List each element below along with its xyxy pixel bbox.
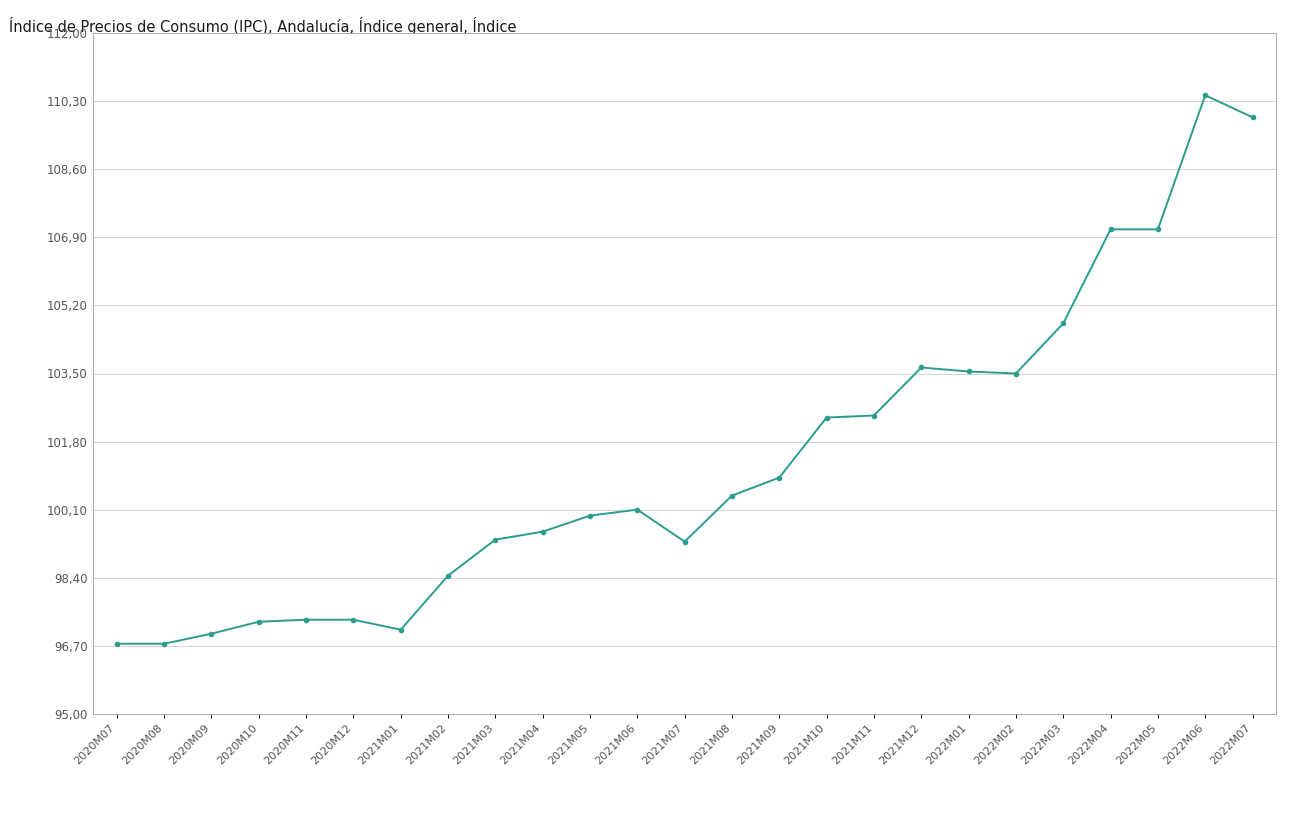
Text: Índice de Precios de Consumo (IPC), Andalucía, Índice general, Índice: Índice de Precios de Consumo (IPC), Anda… [9,17,516,36]
